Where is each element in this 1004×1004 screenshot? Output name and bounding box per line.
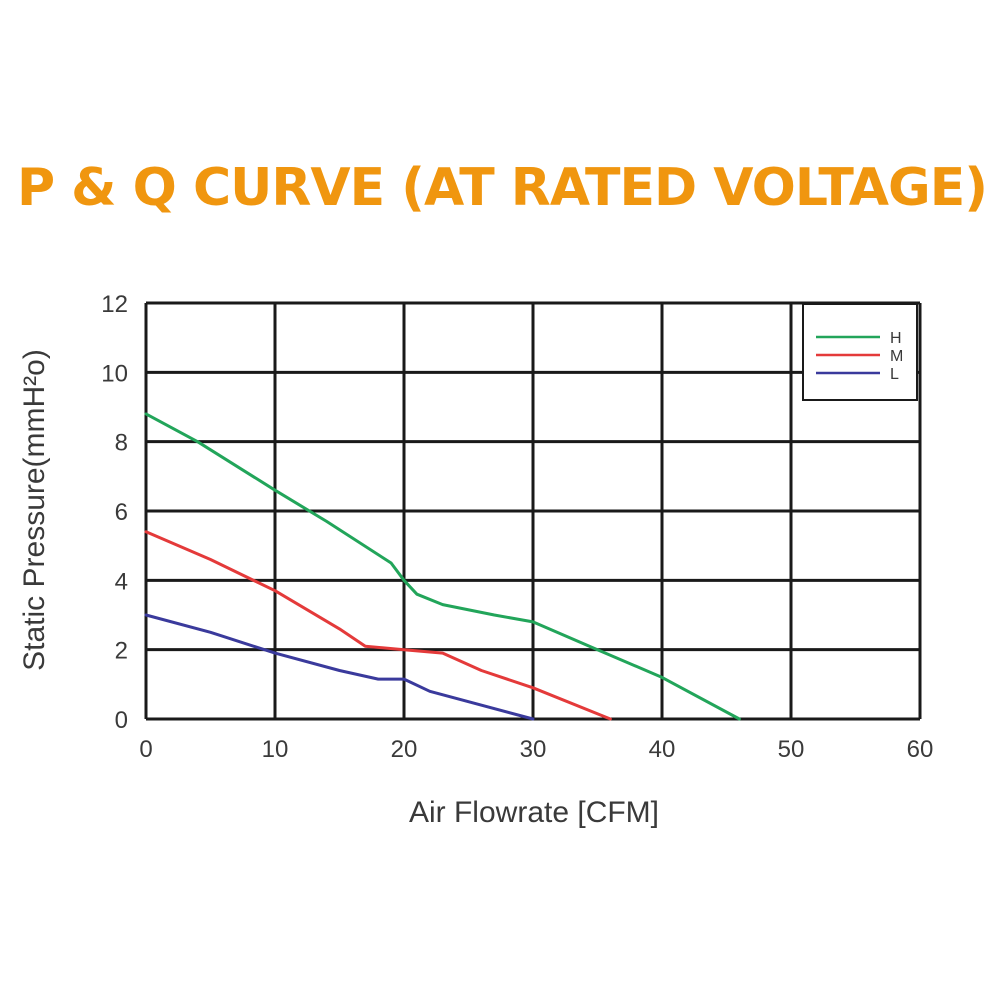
x-tick-label: 60 (907, 736, 934, 763)
y-tick-label: 6 (115, 499, 128, 526)
y-tick-label: 10 (101, 360, 128, 387)
legend-box (802, 303, 918, 401)
y-tick-label: 0 (115, 707, 128, 734)
x-tick-label: 30 (520, 736, 547, 763)
grid (144, 301, 922, 721)
series-lines (144, 412, 741, 721)
x-tick-label: 0 (139, 736, 152, 763)
legend: HML (802, 303, 918, 401)
x-tick-label: 10 (262, 736, 289, 763)
tick-labels: 0 10 20 30 40 50 60 0 2 4 6 8 10 12 (101, 291, 933, 763)
legend-label-H: H (890, 330, 902, 347)
legend-label-L: L (890, 366, 899, 383)
series-line-L (144, 613, 535, 721)
x-axis-label: Air Flowrate [CFM] (409, 796, 659, 829)
y-tick-label: 8 (115, 430, 128, 457)
x-tick-label: 50 (778, 736, 805, 763)
chart-title: P & Q CURVE (AT RATED VOLTAGE) (16, 158, 988, 218)
x-tick-label: 40 (649, 736, 676, 763)
y-tick-label: 4 (115, 568, 128, 595)
legend-label-M: M (890, 348, 903, 365)
series-line-H (144, 412, 741, 721)
y-tick-label: 2 (115, 638, 128, 665)
y-tick-label: 12 (101, 291, 128, 318)
y-axis-label: Static Pressure(mmH²o) (18, 349, 51, 671)
series-line-M (144, 530, 612, 721)
x-tick-label: 20 (391, 736, 418, 763)
